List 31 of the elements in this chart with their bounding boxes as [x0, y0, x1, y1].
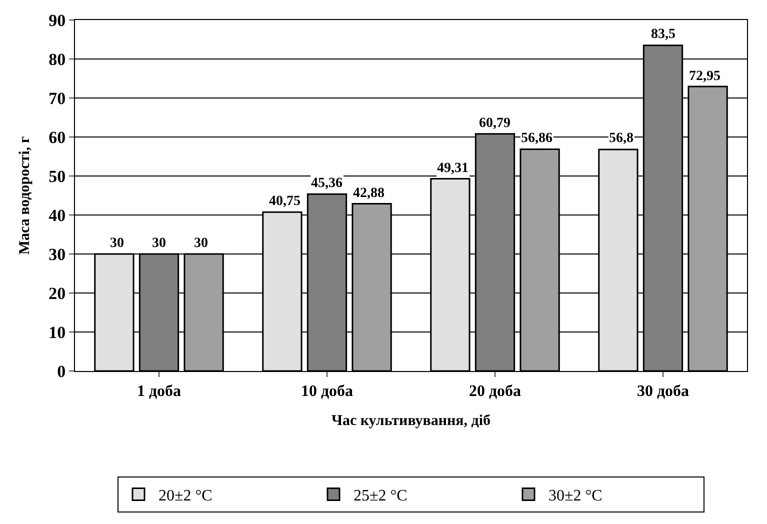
- data-label: 30: [110, 236, 124, 251]
- data-label: 72,95: [689, 69, 720, 84]
- data-label: 56,8: [609, 131, 634, 146]
- y-tick-label: 20: [48, 284, 66, 303]
- y-tick-label: 90: [48, 10, 66, 30]
- data-label: 56,86: [521, 131, 552, 146]
- data-label: 60,79: [479, 116, 510, 131]
- data-label: 49,31: [437, 161, 468, 176]
- y-tick-label: 0: [57, 362, 66, 381]
- x-tick-label: 1 доба: [136, 383, 182, 400]
- x-axis-title: Час культивування, діб: [331, 413, 491, 430]
- y-tick-label: 30: [48, 244, 66, 264]
- data-label: 30: [152, 236, 166, 251]
- legend-label: 30±2 °C: [548, 487, 602, 504]
- y-tick-label: 50: [48, 166, 66, 186]
- x-tick-label: 10 доба: [300, 383, 354, 400]
- data-label: 42,88: [353, 186, 384, 201]
- data-label: 40,75: [269, 194, 300, 209]
- x-tick-label: 20 доба: [468, 383, 522, 400]
- y-tick-label: 10: [48, 322, 66, 342]
- y-tick-label: 60: [48, 128, 66, 147]
- data-label: 45,36: [311, 176, 342, 191]
- y-tick-label: 70: [48, 88, 66, 108]
- x-tick-label: 30 доба: [636, 383, 690, 400]
- legend-label: 25±2 °C: [354, 487, 408, 504]
- legend-label: 20±2 °C: [158, 487, 212, 504]
- data-label: 83,5: [651, 27, 676, 42]
- y-axis-title: Маса водорості, г: [16, 136, 33, 255]
- y-tick-label: 80: [48, 50, 66, 69]
- data-label: 30: [194, 236, 208, 251]
- y-tick-label: 40: [48, 206, 66, 225]
